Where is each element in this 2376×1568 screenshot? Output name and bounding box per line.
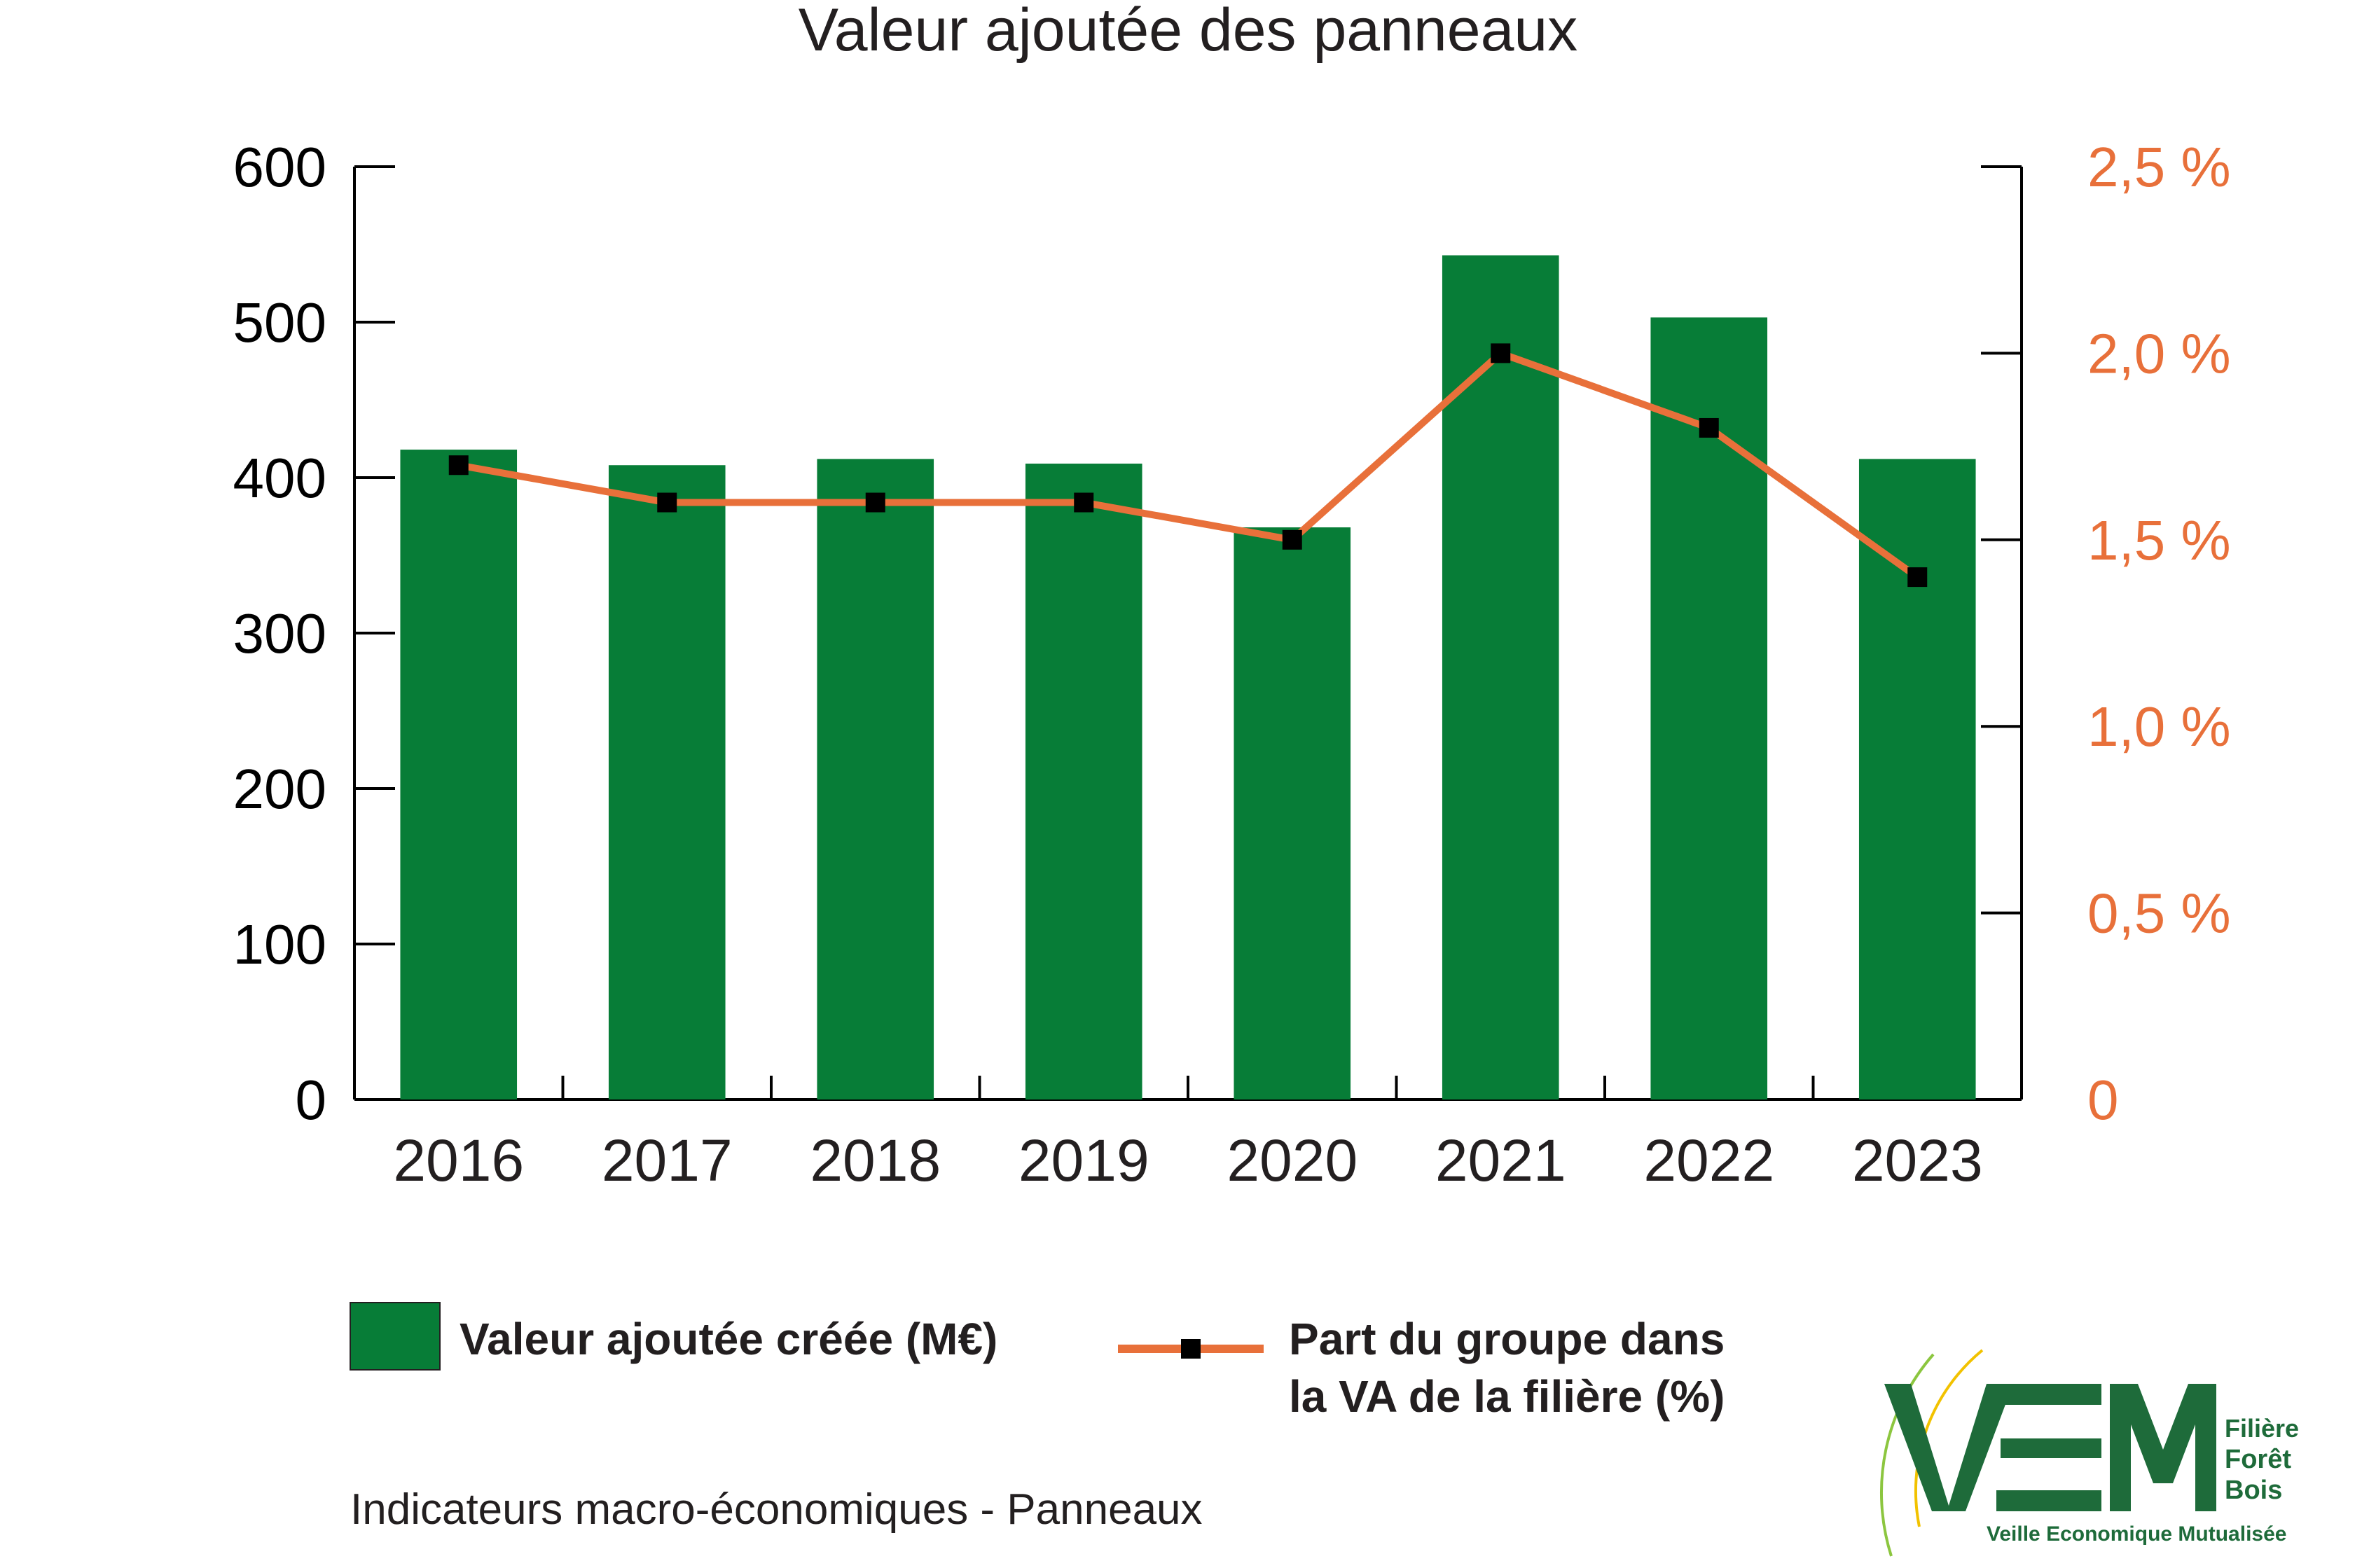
bar (608, 465, 726, 1099)
x-tick-label: 2017 (602, 1128, 733, 1193)
y-left-tick-label: 100 (233, 913, 326, 976)
vem-logo: Filière Forêt Bois Veille Economique Mut… (1880, 1349, 2299, 1557)
y-left-tick-label: 0 (296, 1069, 327, 1131)
y-right-tick-label: 1,5 % (2087, 509, 2231, 571)
logo-tagline: Veille Economique Mutualisée (1987, 1522, 2286, 1546)
y-right-tick-label: 2,0 % (2087, 322, 2231, 384)
y-right-tick-label: 1,0 % (2087, 695, 2231, 758)
y-left-tick-labels: 0 100 200 300 400 500 600 (233, 136, 326, 1131)
bar (1442, 255, 1559, 1099)
x-tick-label: 2020 (1227, 1128, 1358, 1193)
y-right-tick-label: 0,5 % (2087, 882, 2231, 945)
bar (1234, 527, 1351, 1099)
chart-title: Valeur ajoutée des panneaux (799, 0, 1578, 64)
legend-line-label-1: Part du groupe dans (1289, 1314, 1725, 1364)
logo-letter-v (1884, 1384, 2013, 1511)
bars (400, 255, 1976, 1100)
x-tick-labels: 2016 2017 2018 2019 2020 2021 2022 2023 (393, 1128, 1982, 1193)
logo-text-filiere: Filière (2225, 1414, 2299, 1443)
y-left-tick-label: 400 (233, 447, 326, 509)
logo-letter-e-mid (2001, 1438, 2101, 1458)
line-point (448, 455, 469, 476)
x-tick-label: 2022 (1643, 1128, 1774, 1193)
x-tick-label: 2023 (1852, 1128, 1983, 1193)
bar (400, 450, 518, 1099)
y-right-tick-labels: 0 0,5 % 1,0 % 1,5 % 2,0 % 2,5 % (2087, 136, 2231, 1131)
line-series (448, 343, 1928, 588)
y-left-tick-label: 600 (233, 136, 326, 198)
line-point (1907, 567, 1928, 588)
logo-text-bois: Bois (2225, 1476, 2282, 1505)
bar (1650, 317, 1768, 1100)
line-point (1699, 417, 1719, 438)
x-tick-label: 2021 (1435, 1128, 1566, 1193)
legend-bar-swatch (350, 1302, 441, 1371)
legend-bar-label: Valeur ajoutée créée (M€) (460, 1314, 997, 1364)
axes (353, 165, 2023, 1101)
line-point (1074, 492, 1094, 513)
logo-letter-e-bottom (1996, 1490, 2101, 1511)
logo-text-foret: Forêt (2225, 1445, 2291, 1474)
footer-caption: Indicateurs macro-économiques - Panneaux (350, 1485, 1203, 1534)
line-point (1282, 529, 1302, 550)
bar (817, 459, 934, 1099)
x-tick-label: 2018 (810, 1128, 941, 1193)
logo-arc-yellow (1914, 1349, 1984, 1527)
logo-letter-m (2110, 1384, 2216, 1511)
bar (1025, 464, 1142, 1099)
line-point (865, 492, 885, 513)
logo-letter-e-top (1996, 1384, 2101, 1405)
legend-line-label-2: la VA de la filière (%) (1289, 1371, 1725, 1422)
legend-line-marker (1181, 1339, 1201, 1359)
x-tick-label: 2016 (393, 1128, 524, 1193)
y-left-tick-label: 300 (233, 602, 326, 665)
legend: Valeur ajoutée créée (M€) Part du groupe… (350, 1302, 1725, 1422)
x-tick-label: 2019 (1018, 1128, 1149, 1193)
line-path (457, 349, 1920, 581)
line-point (657, 492, 677, 513)
y-left-tick-label: 500 (233, 291, 326, 354)
y-left-tick-label: 200 (233, 758, 326, 820)
y-right-tick-label: 0 (2087, 1069, 2119, 1131)
logo-arc-green (1880, 1353, 1935, 1557)
y-right-tick-label: 2,5 % (2087, 136, 2231, 198)
line-point (1491, 343, 1511, 363)
bar (1858, 459, 1976, 1099)
